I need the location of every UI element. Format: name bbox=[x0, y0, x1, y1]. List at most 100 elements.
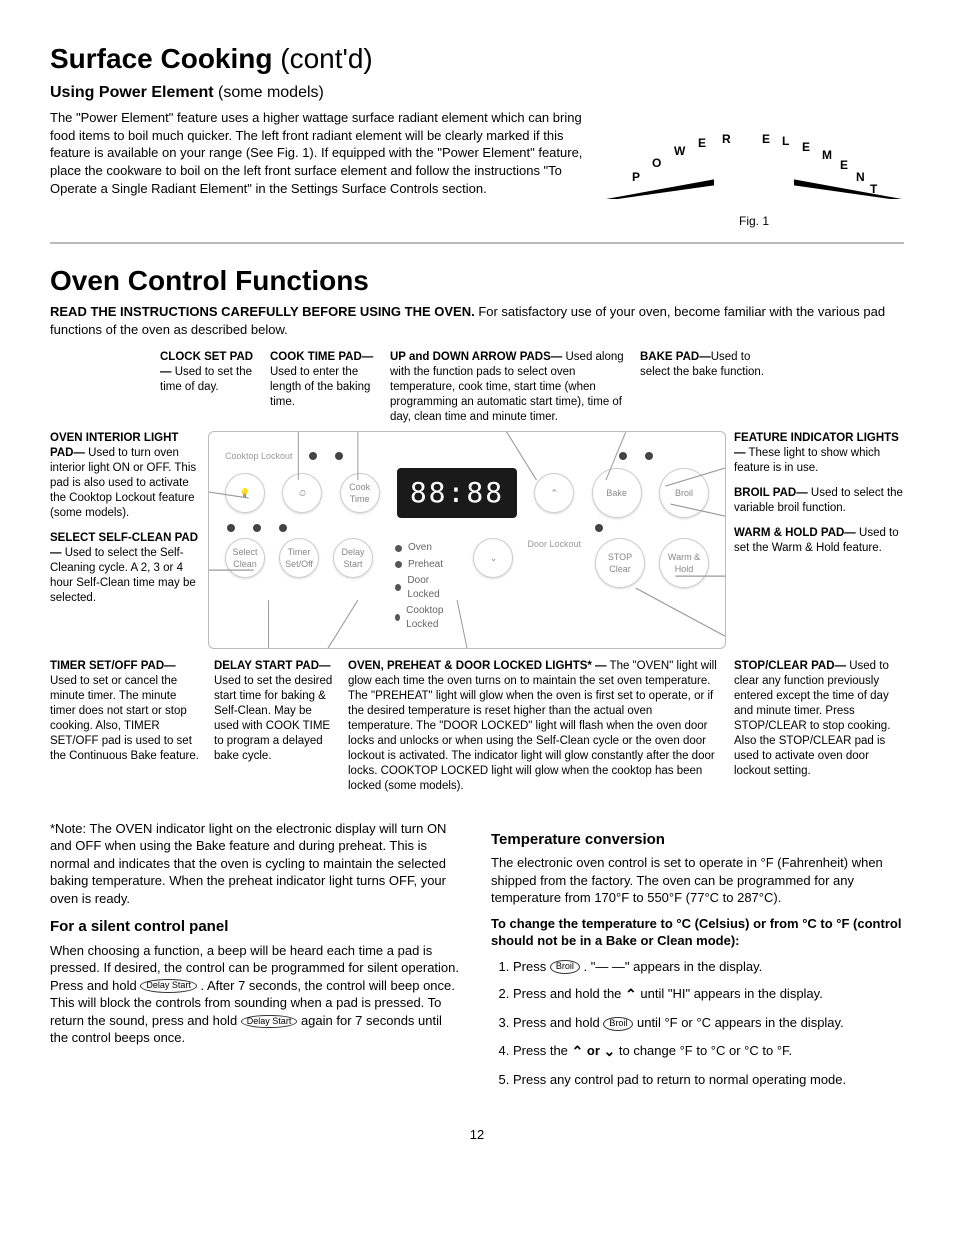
page-number: 12 bbox=[50, 1126, 904, 1144]
oven-note: *Note: The OVEN indicator light on the e… bbox=[50, 820, 463, 908]
callout-head: DELAY START PAD— bbox=[214, 660, 331, 672]
power-element-figure: P O W E R E L E M E N T bbox=[604, 119, 904, 209]
subhead-main: Using Power Element bbox=[50, 84, 214, 101]
temp-step-3: Press and hold Broil until °F or °C appe… bbox=[513, 1014, 904, 1032]
indicator-dot bbox=[335, 452, 343, 460]
arc-letter: P bbox=[632, 169, 640, 185]
subhead-light: (some models) bbox=[214, 84, 324, 101]
callout-head: TIMER SET/OFF PAD— bbox=[50, 660, 176, 672]
indicator-dot bbox=[227, 524, 235, 532]
silent-panel-body: When choosing a function, a beep will be… bbox=[50, 942, 463, 1047]
step-text: or bbox=[587, 1043, 604, 1058]
indicator-dot bbox=[645, 452, 653, 460]
callout-text: Used to select the Self-Cleaning cycle. … bbox=[50, 547, 196, 604]
callout-updown: UP and DOWN ARROW PADS— Used along with … bbox=[390, 350, 630, 425]
indicator-label: Preheat bbox=[408, 558, 443, 572]
arc-letter: E bbox=[802, 139, 810, 155]
callout-cooktime: COOK TIME PAD— Used to enter the length … bbox=[270, 350, 380, 425]
broil-pad: Broil bbox=[659, 468, 709, 518]
temp-step-2: Press and hold the ⌃ until "HI" appears … bbox=[513, 985, 904, 1004]
temp-p2-bold: To change the temperature to °C (Celsius… bbox=[491, 916, 901, 949]
doorlock-label: Door Lockout bbox=[527, 538, 581, 550]
section-divider bbox=[50, 242, 904, 244]
temp-conversion-p2: To change the temperature to °C (Celsius… bbox=[491, 915, 904, 950]
oven-diagram: CLOCK SET PAD— Used to set the time of d… bbox=[50, 350, 904, 793]
indicator-dot bbox=[279, 524, 287, 532]
warm-hold-pad: Warm & Hold bbox=[659, 538, 709, 588]
callout-head: BROIL PAD— bbox=[734, 487, 808, 499]
step-text: Press bbox=[513, 959, 550, 974]
callout-clockset: CLOCK SET PAD— Used to set the time of d… bbox=[160, 350, 260, 425]
temp-steps: Press Broil . "— —" appears in the displ… bbox=[491, 958, 904, 1089]
callout-feature-lights: FEATURE INDICATOR LIGHTS— These light to… bbox=[734, 431, 904, 476]
step-text: Press and hold the bbox=[513, 986, 625, 1001]
temp-conversion-p1: The electronic oven control is set to op… bbox=[491, 854, 904, 907]
callout-head: STOP/CLEAR PAD— bbox=[734, 660, 846, 672]
bake-pad: Bake bbox=[592, 468, 642, 518]
step-text: Press and hold bbox=[513, 1015, 603, 1030]
title-main: Surface Cooking bbox=[50, 43, 272, 74]
arc-letter: R bbox=[722, 131, 731, 147]
lockout-label: Cooktop Lockout bbox=[225, 450, 293, 462]
callout-text: Used to set the desired start time for b… bbox=[214, 675, 332, 762]
delay-start-pad: Delay Start bbox=[333, 538, 373, 578]
power-element-body: The "Power Element" feature uses a highe… bbox=[50, 109, 584, 197]
oven-control-functions-title: Oven Control Functions bbox=[50, 262, 904, 300]
cooktime-pad: Cook Time bbox=[340, 473, 380, 513]
callout-head: OVEN, PREHEAT & DOOR LOCKED LIGHTS* — bbox=[348, 660, 607, 672]
callout-lights: OVEN, PREHEAT & DOOR LOCKED LIGHTS* — Th… bbox=[348, 659, 720, 793]
digital-display: 88:88 bbox=[397, 468, 517, 518]
up-arrow-icon: ⌃ bbox=[625, 986, 637, 1002]
indicator-dot bbox=[253, 524, 261, 532]
step-text: Press the bbox=[513, 1043, 572, 1058]
down-arrow-pad: ⌄ bbox=[473, 538, 513, 578]
indicator-label: Door Locked bbox=[407, 574, 459, 601]
step-text: until "HI" appears in the display. bbox=[640, 986, 822, 1001]
temp-step-4: Press the ⌃ or ⌄ to change °F to °C or °… bbox=[513, 1042, 904, 1061]
indicator-label: Cooktop Locked bbox=[406, 604, 459, 631]
callout-warmhold: WARM & HOLD PAD— Used to set the Warm & … bbox=[734, 526, 904, 556]
timer-pad: Timer Set/Off bbox=[279, 538, 319, 578]
silent-panel-head: For a silent control panel bbox=[50, 917, 463, 937]
callout-text: The "OVEN" light will glow each time the… bbox=[348, 660, 717, 792]
broil-icon: Broil bbox=[550, 960, 580, 974]
callout-text: Used to set the time of day. bbox=[160, 366, 252, 393]
callout-head: BAKE PAD— bbox=[640, 351, 711, 363]
indicator-dot bbox=[595, 524, 603, 532]
indicator-dot bbox=[309, 452, 317, 460]
select-clean-pad: Select Clean bbox=[225, 538, 265, 578]
arc-shape-left bbox=[604, 179, 714, 199]
delay-start-icon: Delay Start bbox=[140, 979, 197, 993]
arc-shape-right bbox=[794, 179, 904, 199]
step-text: . "— —" appears in the display. bbox=[583, 959, 762, 974]
up-arrow-pad: ⌃ bbox=[534, 473, 574, 513]
surface-cooking-title: Surface Cooking (cont'd) bbox=[50, 40, 904, 78]
arc-letter: M bbox=[822, 147, 832, 163]
step-text: until °F or °C appears in the display. bbox=[637, 1015, 844, 1030]
indicator-list: Oven Preheat Door Locked Cooktop Locked bbox=[395, 538, 459, 634]
callout-selfclean: SELECT SELF-CLEAN PAD— Used to select th… bbox=[50, 531, 200, 606]
temp-step-5: Press any control pad to return to norma… bbox=[513, 1071, 904, 1089]
light-pad: 💡 bbox=[225, 473, 265, 513]
step-text: to change °F to °C or °C to °F. bbox=[619, 1043, 792, 1058]
arc-letter: E bbox=[698, 135, 706, 151]
temp-conversion-head: Temperature conversion bbox=[491, 830, 904, 850]
indicator-dot bbox=[619, 452, 627, 460]
clock-pad: ⏲ bbox=[282, 473, 322, 513]
callout-timer: TIMER SET/OFF PAD— Used to set or cancel… bbox=[50, 659, 200, 793]
delay-start-icon: Delay Start bbox=[241, 1015, 298, 1029]
callout-bake: BAKE PAD—Used to select the bake functio… bbox=[640, 350, 770, 425]
down-arrow-icon: ⌄ bbox=[604, 1043, 616, 1059]
callout-text: Used to clear any function previously en… bbox=[734, 660, 890, 777]
arc-letter: L bbox=[782, 133, 789, 149]
callout-head: UP and DOWN ARROW PADS— bbox=[390, 351, 562, 363]
using-power-element-subhead: Using Power Element (some models) bbox=[50, 82, 904, 104]
control-panel: Cooktop Lockout 💡 ⏲ Cook Time 88:88 ⌃ Ba… bbox=[208, 431, 726, 649]
arc-letter: E bbox=[762, 131, 770, 147]
temp-step-1: Press Broil . "— —" appears in the displ… bbox=[513, 958, 904, 976]
callout-text: Used to enter the length of the baking t… bbox=[270, 366, 370, 408]
callout-stopclear: STOP/CLEAR PAD— Used to clear any functi… bbox=[734, 659, 904, 793]
title-light: (cont'd) bbox=[272, 43, 372, 74]
callout-broil: BROIL PAD— Used to select the variable b… bbox=[734, 486, 904, 516]
broil-icon: Broil bbox=[603, 1017, 633, 1031]
